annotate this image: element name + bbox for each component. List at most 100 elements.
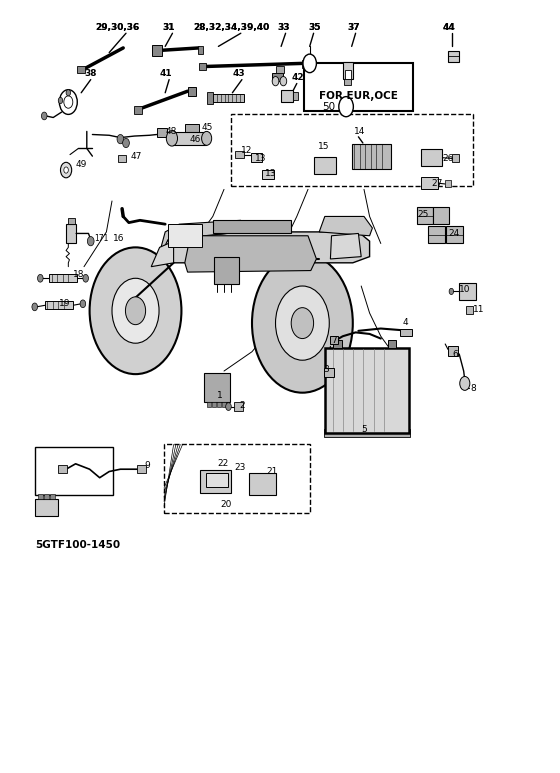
Bar	[66, 224, 76, 243]
Text: FOR EUR,OCE: FOR EUR,OCE	[319, 91, 398, 100]
Text: 31: 31	[162, 22, 175, 32]
Circle shape	[41, 112, 47, 120]
Bar	[293, 92, 298, 100]
Text: 45: 45	[202, 123, 213, 132]
Text: 29,30,36: 29,30,36	[95, 22, 139, 32]
Circle shape	[291, 308, 314, 339]
Polygon shape	[157, 220, 241, 263]
Polygon shape	[157, 232, 370, 263]
Bar	[231, 114, 473, 186]
Text: 13: 13	[265, 169, 277, 179]
Text: 42: 42	[291, 73, 304, 82]
Bar	[302, 60, 308, 68]
Text: 8: 8	[470, 384, 476, 393]
Bar	[134, 106, 142, 114]
Polygon shape	[185, 236, 316, 272]
Text: 49: 49	[76, 160, 87, 169]
Bar	[249, 473, 276, 495]
Text: 38: 38	[84, 69, 96, 78]
Text: 12: 12	[241, 146, 252, 155]
Text: 5GTF100-1450: 5GTF100-1450	[35, 540, 120, 550]
Text: 47: 47	[130, 152, 142, 162]
Polygon shape	[319, 216, 372, 236]
Circle shape	[112, 278, 159, 343]
Bar	[445, 180, 451, 187]
Bar	[352, 144, 391, 169]
Bar	[333, 340, 342, 348]
Bar	[207, 92, 213, 104]
Bar	[157, 128, 167, 137]
Bar	[212, 94, 244, 102]
Bar	[49, 274, 77, 282]
Text: 28,32,34,39,40: 28,32,34,39,40	[193, 22, 269, 32]
Text: 10: 10	[459, 285, 471, 295]
Bar	[448, 346, 458, 356]
Bar	[172, 132, 206, 145]
Bar	[388, 340, 396, 348]
Circle shape	[90, 247, 181, 374]
Bar	[251, 153, 262, 162]
Text: 25: 25	[417, 210, 428, 220]
Polygon shape	[151, 241, 174, 267]
Bar	[344, 79, 351, 85]
Text: 50: 50	[322, 102, 335, 111]
Bar	[272, 73, 283, 81]
Text: 18: 18	[73, 270, 85, 279]
Bar	[168, 224, 202, 247]
Bar	[199, 63, 206, 70]
Text: 37: 37	[347, 22, 360, 32]
Bar	[433, 207, 449, 224]
Bar	[262, 170, 274, 179]
Bar	[58, 465, 67, 473]
Bar	[200, 470, 231, 493]
Text: 16: 16	[113, 233, 125, 243]
Circle shape	[202, 131, 212, 145]
Circle shape	[226, 403, 231, 410]
Circle shape	[64, 96, 73, 108]
Circle shape	[64, 167, 68, 173]
Circle shape	[58, 97, 63, 104]
Bar	[466, 306, 473, 314]
Bar	[222, 402, 226, 407]
Bar	[446, 226, 463, 243]
Text: 3: 3	[324, 365, 329, 374]
Bar	[35, 447, 113, 495]
Circle shape	[166, 131, 178, 146]
Bar	[459, 283, 476, 300]
Text: 43: 43	[232, 69, 245, 78]
Text: 27: 27	[431, 179, 442, 189]
Bar	[325, 348, 409, 433]
Text: 4: 4	[402, 318, 408, 327]
Bar	[38, 494, 43, 499]
Circle shape	[87, 237, 94, 246]
Bar	[35, 499, 58, 516]
Bar	[314, 157, 336, 174]
Text: 11: 11	[473, 305, 485, 314]
Bar	[400, 329, 412, 336]
Text: 7: 7	[332, 335, 337, 345]
Text: 5: 5	[361, 424, 367, 434]
Text: 15: 15	[318, 142, 329, 152]
Bar	[44, 494, 49, 499]
Text: 35: 35	[308, 22, 320, 32]
Text: 28,32,34,39,40: 28,32,34,39,40	[193, 22, 269, 32]
Text: 26: 26	[442, 154, 454, 163]
Text: 24: 24	[448, 229, 459, 238]
Text: 20: 20	[220, 500, 231, 509]
Text: 33: 33	[277, 22, 290, 32]
Text: 21: 21	[266, 467, 277, 476]
Bar	[330, 336, 338, 344]
Circle shape	[460, 376, 470, 390]
Polygon shape	[330, 233, 361, 259]
Bar	[324, 429, 410, 437]
Text: 44: 44	[442, 22, 455, 32]
Text: 9: 9	[144, 461, 150, 470]
Bar	[217, 402, 221, 407]
Text: 33: 33	[277, 22, 290, 32]
Bar	[276, 66, 284, 73]
Bar	[421, 177, 438, 189]
Text: 2: 2	[240, 401, 245, 410]
Circle shape	[123, 138, 129, 148]
Bar	[214, 257, 239, 284]
Bar	[345, 70, 351, 79]
